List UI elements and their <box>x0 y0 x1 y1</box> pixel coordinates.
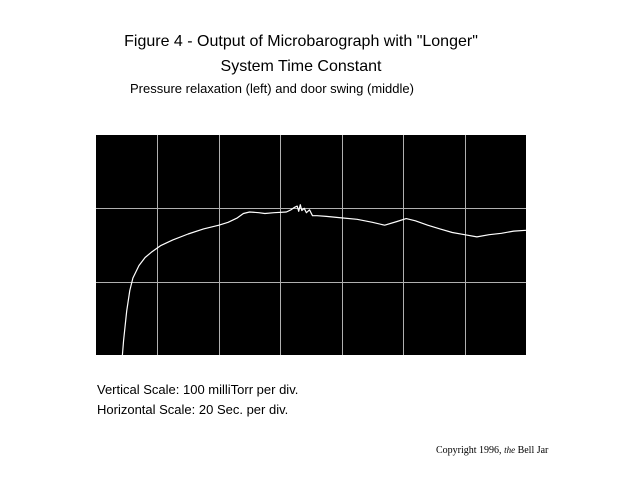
chart-title-line-2: System Time Constant <box>220 58 382 75</box>
plot-background <box>96 135 526 355</box>
copyright-the: the <box>504 445 516 455</box>
copyright-name: Bell Jar <box>517 445 549 456</box>
copyright-notice: Copyright 1996, the Bell Jar <box>436 444 548 457</box>
copyright-prefix: Copyright 1996, <box>436 445 502 456</box>
chart-title: Figure 4 - Output of Microbarograph with… <box>124 33 478 50</box>
pressure-trace-line <box>121 204 526 355</box>
chart-subtitle: Pressure relaxation (left) and door swin… <box>130 81 414 96</box>
grid-lines <box>96 135 526 355</box>
horizontal-scale-note: Horizontal Scale: 20 Sec. per div. <box>97 402 289 417</box>
vertical-scale-note: Vertical Scale: 100 milliTorr per div. <box>97 382 299 397</box>
oscilloscope-plot <box>96 135 526 355</box>
